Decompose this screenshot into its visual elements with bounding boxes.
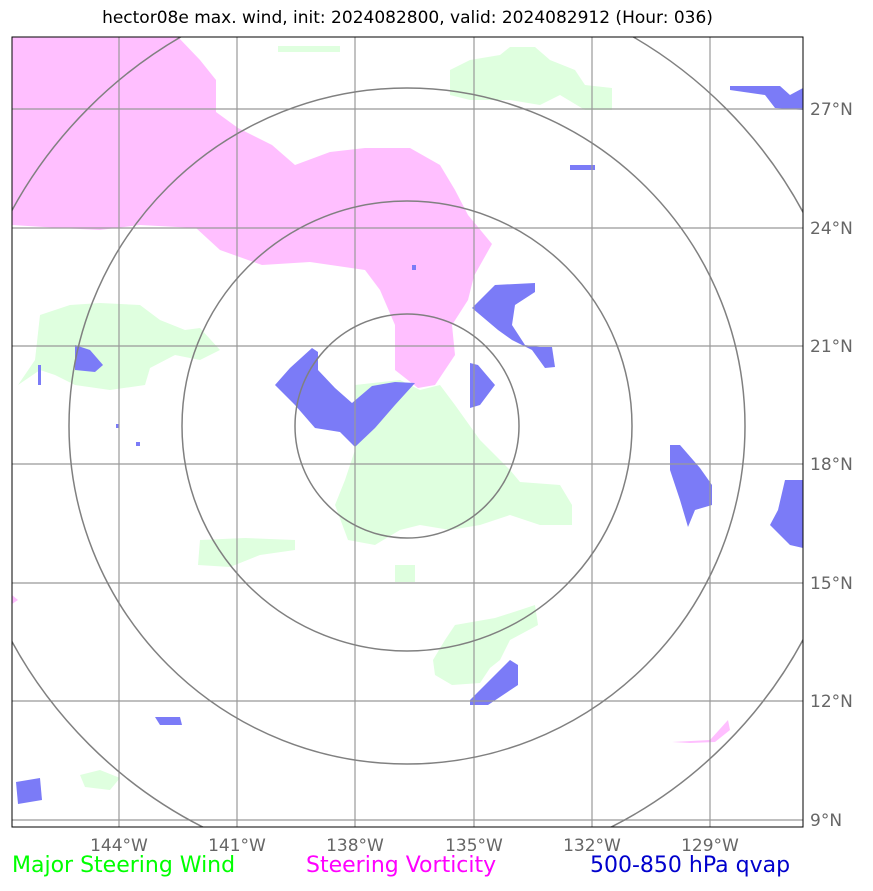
range-rings	[12, 37, 803, 827]
latitude-gridlines	[12, 108, 803, 821]
lat-label: 24°N	[810, 219, 853, 239]
legend-major-steering-wind: Major Steering Wind	[12, 853, 236, 878]
lon-label: 135°W	[445, 836, 503, 856]
lon-label: 144°W	[90, 836, 148, 856]
latitude-labels: 27°N 24°N 21°N 18°N 15°N 12°N 9°N	[810, 100, 853, 831]
lat-label: 15°N	[810, 574, 853, 594]
qvap-region	[16, 86, 803, 804]
legend: Major Steering Wind Steering Vorticity 5…	[0, 853, 873, 883]
longitude-labels: 144°W 141°W 138°W 135°W 132°W 129°W	[90, 836, 739, 856]
map-frame	[11, 36, 804, 828]
lat-label: 21°N	[810, 337, 853, 357]
lon-label: 132°W	[563, 836, 621, 856]
lat-label: 18°N	[810, 455, 853, 475]
legend-qvap: 500-850 hPa qvap	[590, 853, 791, 878]
range-ring-1	[294, 313, 520, 539]
lat-label: 9°N	[810, 811, 842, 831]
map-content	[12, 37, 803, 827]
major-steering-wind-region	[18, 46, 612, 790]
map-title: hector08e max. wind, init: 2024082800, v…	[102, 8, 713, 28]
lat-label: 12°N	[810, 692, 853, 712]
legend-steering-vorticity: Steering Vorticity	[306, 853, 497, 878]
lon-label: 141°W	[208, 836, 266, 856]
lon-label: 129°W	[681, 836, 739, 856]
lon-label: 138°W	[326, 836, 384, 856]
lat-label: 27°N	[810, 100, 853, 120]
range-ring-2	[181, 200, 633, 652]
longitude-gridlines	[118, 37, 711, 827]
range-ring-3	[68, 87, 746, 765]
